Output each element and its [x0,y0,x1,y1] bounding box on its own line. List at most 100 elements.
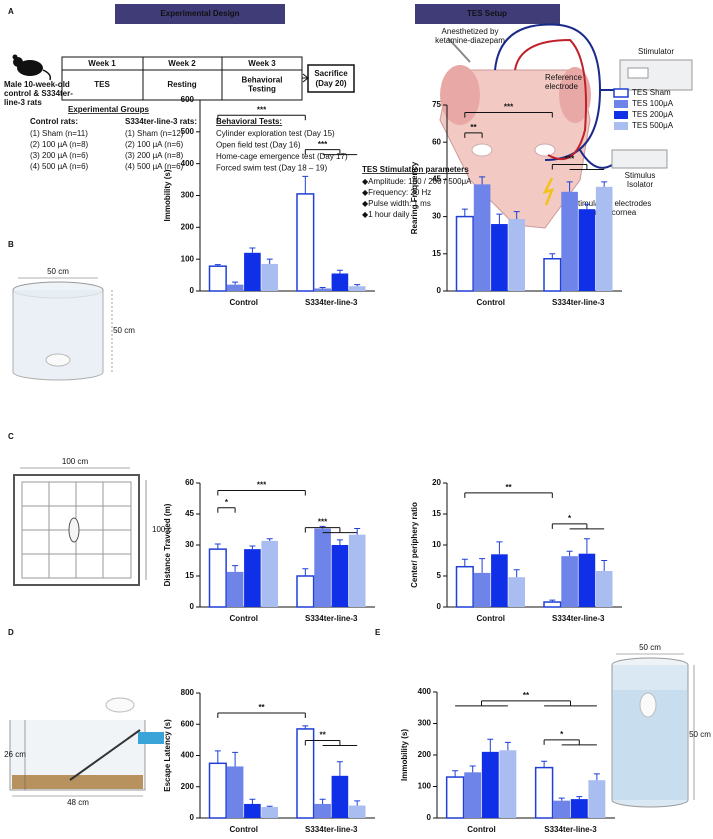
significance-bracket [304,527,358,534]
open-field-illustration [13,467,147,586]
bar [508,577,525,607]
dimension: 50 cm [639,643,661,652]
error-bar [266,805,273,808]
setup-title: TES Setup [467,9,507,18]
error-bar [232,751,239,767]
isolator-label: Isolator [627,180,654,189]
dimension: 100 cm [62,457,89,466]
y-tick-label: 300 [181,191,195,200]
significance-bracket [551,523,605,530]
bar [296,575,315,608]
error-bar [214,750,221,764]
error-bar [336,269,343,274]
x-tick-label: S334ter-line-3 [305,614,358,623]
legend-swatch [614,100,628,108]
bar [314,288,331,291]
error-bar [549,599,556,603]
y-tick-label: 400 [181,159,195,168]
y-tick-label: 5 [437,571,442,580]
test-item: Cylinder exploration test (Day 15) [216,129,335,138]
error-bar [336,761,343,776]
y-axis-label: Immobility (s) [163,169,172,221]
param-item: ◆Frequency: 20 Hz [362,188,431,197]
error-bar [479,558,486,573]
error-bar [354,527,361,535]
y-tick-label: 0 [190,602,195,611]
dimension: 50 cm [689,730,711,739]
significance-label: ** [505,483,512,492]
y-tick-label: 600 [181,95,195,104]
error-bar [214,264,221,267]
anesthesia-label: ketamine-diazepam [435,36,505,45]
groups-title: Experimental Groups [68,105,149,114]
significance-label: *** [504,103,514,112]
bar [570,799,588,818]
y-tick-label: 45 [185,509,194,518]
error-bar [583,203,590,210]
error-bar [452,770,459,778]
y-tick-label: 100 [181,254,195,263]
subject: control & S334ter- [4,89,73,98]
x-tick-label: S334ter-line-3 [552,614,605,623]
y-axis-label: Center/ periphery ratio [410,502,419,588]
bar [543,258,562,292]
error-bar [593,773,600,781]
reference-label: Reference [545,73,582,82]
error-bar [266,258,273,264]
y-axis-label: Rearing Frequency [410,161,419,234]
bar [261,807,278,818]
x-tick-label: Control [467,825,495,834]
param-item: ◆1 hour daily [362,210,410,219]
error-bar [354,284,361,287]
bar [481,751,499,818]
test-item: Open field test (Day 16) [216,141,301,150]
error-bar [496,213,503,225]
y-tick-label: 75 [432,100,441,109]
tests-title: Behavioral Tests: [216,117,282,126]
sacrifice: Sacrifice [314,69,348,78]
week-label: Week 3 [248,59,276,68]
error-bar [469,765,476,773]
error-bar [319,286,326,289]
x-tick-label: S334ter-line-3 [305,825,358,834]
significance-label: ** [523,691,530,700]
anesthesia-label: Anesthetized by [442,27,499,36]
bar [445,776,465,819]
x-tick-label: Control [477,614,505,623]
bar [226,766,244,818]
legend-swatch [614,111,628,119]
week-label: Week 2 [168,59,196,68]
y-tick-label: 15 [185,571,194,580]
x-tick-label: Control [230,825,258,834]
error-bar [541,760,548,768]
significance-label: *** [257,105,267,114]
bar [561,556,578,607]
setup-header [415,4,560,24]
y-tick-label: 0 [437,602,442,611]
error-bar [232,281,239,285]
y-axis-label: Escape Latency (s) [163,719,172,792]
bar [208,265,227,292]
bar [296,193,315,292]
significance-bracket [464,111,553,118]
bar [226,284,244,291]
bar [455,215,474,292]
error-bar [249,545,256,550]
error-bar [232,565,239,572]
y-axis-label: Immobility (s) [400,729,409,781]
legend-label: TES Sham [632,88,671,97]
significance-bracket [217,712,306,718]
error-bar [302,725,309,729]
control-group: (1) Sham (n=11) [30,129,88,138]
error-bar [566,181,573,192]
bar [331,545,349,607]
y-tick-label: 0 [190,286,195,295]
y-tick-label: 500 [181,127,195,136]
y-tick-label: 30 [432,212,441,221]
error-bar [354,800,361,806]
isolator-label: Stimulus [625,171,656,180]
y-tick-label: 15 [432,249,441,258]
bar [226,571,244,607]
legend-label: TES 200μA [632,110,674,119]
bar [508,219,525,291]
